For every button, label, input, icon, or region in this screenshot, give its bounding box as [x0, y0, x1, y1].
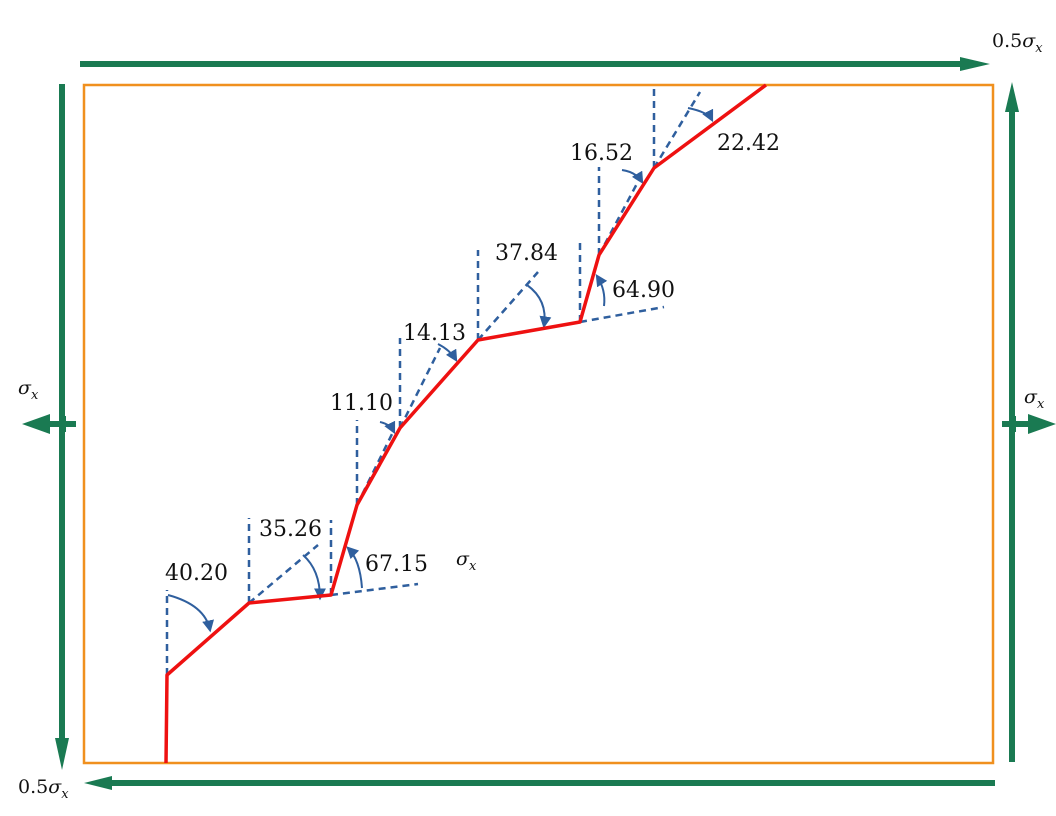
top-load-label: 0.5σx — [992, 30, 1043, 56]
top-load-arrow — [80, 57, 990, 71]
angle-label-5: 14.13 — [403, 321, 466, 346]
angle-label-4: 11.10 — [330, 391, 393, 416]
angle-label-8: 16.52 — [570, 141, 633, 166]
angle-label-6: 37.84 — [495, 241, 558, 266]
angle-label-7: 64.90 — [612, 278, 675, 303]
angle-label-9: 22.42 — [717, 131, 780, 156]
right-tension-arrow — [1002, 414, 1056, 434]
right-load-label: σx — [1024, 386, 1045, 412]
left-load-label: σx — [18, 377, 39, 403]
left-tension-arrow — [22, 414, 76, 434]
right-shear-arrow — [1005, 82, 1019, 762]
angle-label-3: 67.15 — [365, 552, 428, 577]
crack-path — [164, 83, 768, 764]
angle-label-1: 40.20 — [165, 561, 228, 586]
angle-label-2: 35.26 — [259, 517, 322, 542]
interior-load-label: σx — [456, 548, 477, 574]
bottom-load-label: 0.5σx — [18, 776, 69, 802]
left-shear-arrow — [55, 84, 69, 770]
plate-boundary — [82, 83, 995, 765]
reference-lines — [165, 85, 702, 675]
bottom-load-arrow — [84, 776, 995, 790]
angle-arrows — [167, 107, 714, 633]
